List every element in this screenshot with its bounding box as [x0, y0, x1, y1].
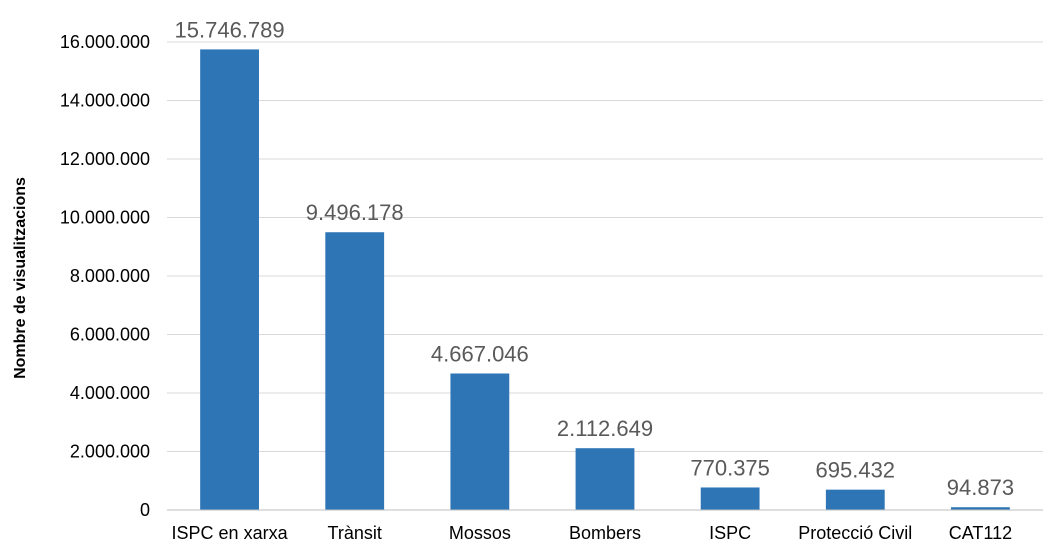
y-tick-label: 0 [140, 500, 150, 520]
x-tick-label: CAT112 [949, 523, 1012, 543]
data-label: 4.667.046 [431, 341, 529, 366]
y-axis-title: Nombre de visualitzacions [12, 177, 29, 379]
y-tick-label: 10.000.000 [60, 208, 150, 228]
bar [200, 49, 259, 510]
bar [700, 487, 760, 510]
data-label: 9.496.178 [306, 200, 404, 225]
bar [575, 448, 635, 510]
y-tick-label: 16.000.000 [60, 32, 150, 52]
y-tick-label: 4.000.000 [70, 383, 150, 403]
y-axis-ticks: 0 2.000.000 4.000.000 6.000.000 8.000.000 10.… [60, 32, 150, 520]
x-tick-label: ISPC en xarxa [172, 523, 289, 543]
data-label: 2.112.649 [557, 416, 653, 441]
x-tick-label: Bombers [569, 523, 641, 543]
bar [825, 489, 885, 510]
y-tick-label: 6.000.000 [70, 325, 150, 345]
y-tick-label: 2.000.000 [70, 442, 150, 462]
gridlines [167, 41, 1043, 452]
data-label: 770.375 [690, 455, 770, 480]
data-label: 695.432 [816, 458, 896, 483]
x-tick-label: Mossos [449, 523, 511, 543]
x-axis-ticks: ISPC en xarxa Trànsit Mossos Bombers ISPC Pro… [172, 523, 1013, 543]
x-tick-label: ISPC [709, 523, 751, 543]
y-tick-label: 14.000.000 [60, 91, 150, 111]
bar [951, 507, 1010, 510]
bar [325, 232, 385, 510]
data-label: 94.873 [947, 475, 1014, 500]
data-label: 15.746.789 [175, 17, 285, 42]
bar [450, 373, 510, 510]
x-tick-label: Protecció Civil [798, 523, 912, 543]
y-tick-label: 12.000.000 [60, 149, 150, 169]
bars [200, 49, 1010, 510]
data-labels: 15.746.789 9.496.178 4.667.046 2.112.649 770… [175, 17, 1015, 500]
x-tick-label: Trànsit [328, 523, 382, 543]
y-tick-label: 8.000.000 [70, 266, 150, 286]
